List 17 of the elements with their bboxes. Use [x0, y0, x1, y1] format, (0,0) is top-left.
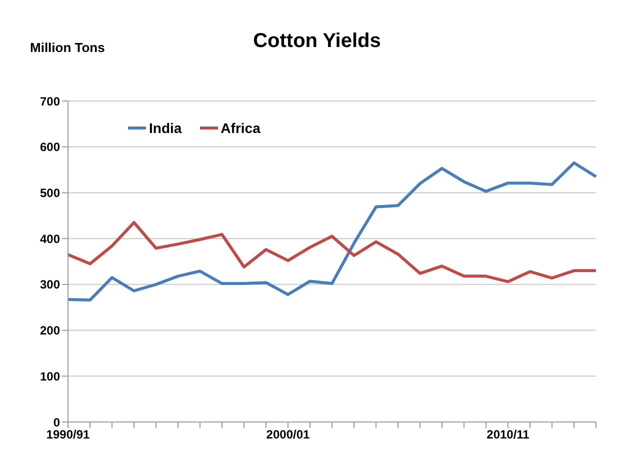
y-tick-label: 500: [40, 186, 60, 200]
chart-title: Cotton Yields: [253, 30, 381, 52]
y-tick-label: 400: [40, 232, 60, 246]
y-tick-label: 100: [40, 369, 60, 384]
x-tick-label: 2010/11: [486, 428, 530, 442]
legend-label: India: [149, 120, 182, 136]
y-tick-label: 0: [53, 415, 60, 430]
y-tick-label: 300: [40, 278, 60, 292]
y-tick-label: 200: [40, 324, 60, 338]
line-series: [66, 161, 598, 302]
y-tick-label: 700: [40, 94, 60, 108]
y-axis-title: Million Tons: [30, 40, 105, 55]
x-tick-label: 2000/01: [266, 428, 310, 442]
y-tick-label: 600: [40, 140, 60, 154]
line-series: [66, 221, 598, 284]
legend-label: Africa: [220, 120, 260, 136]
x-tick-label: 1990/91: [46, 428, 90, 442]
